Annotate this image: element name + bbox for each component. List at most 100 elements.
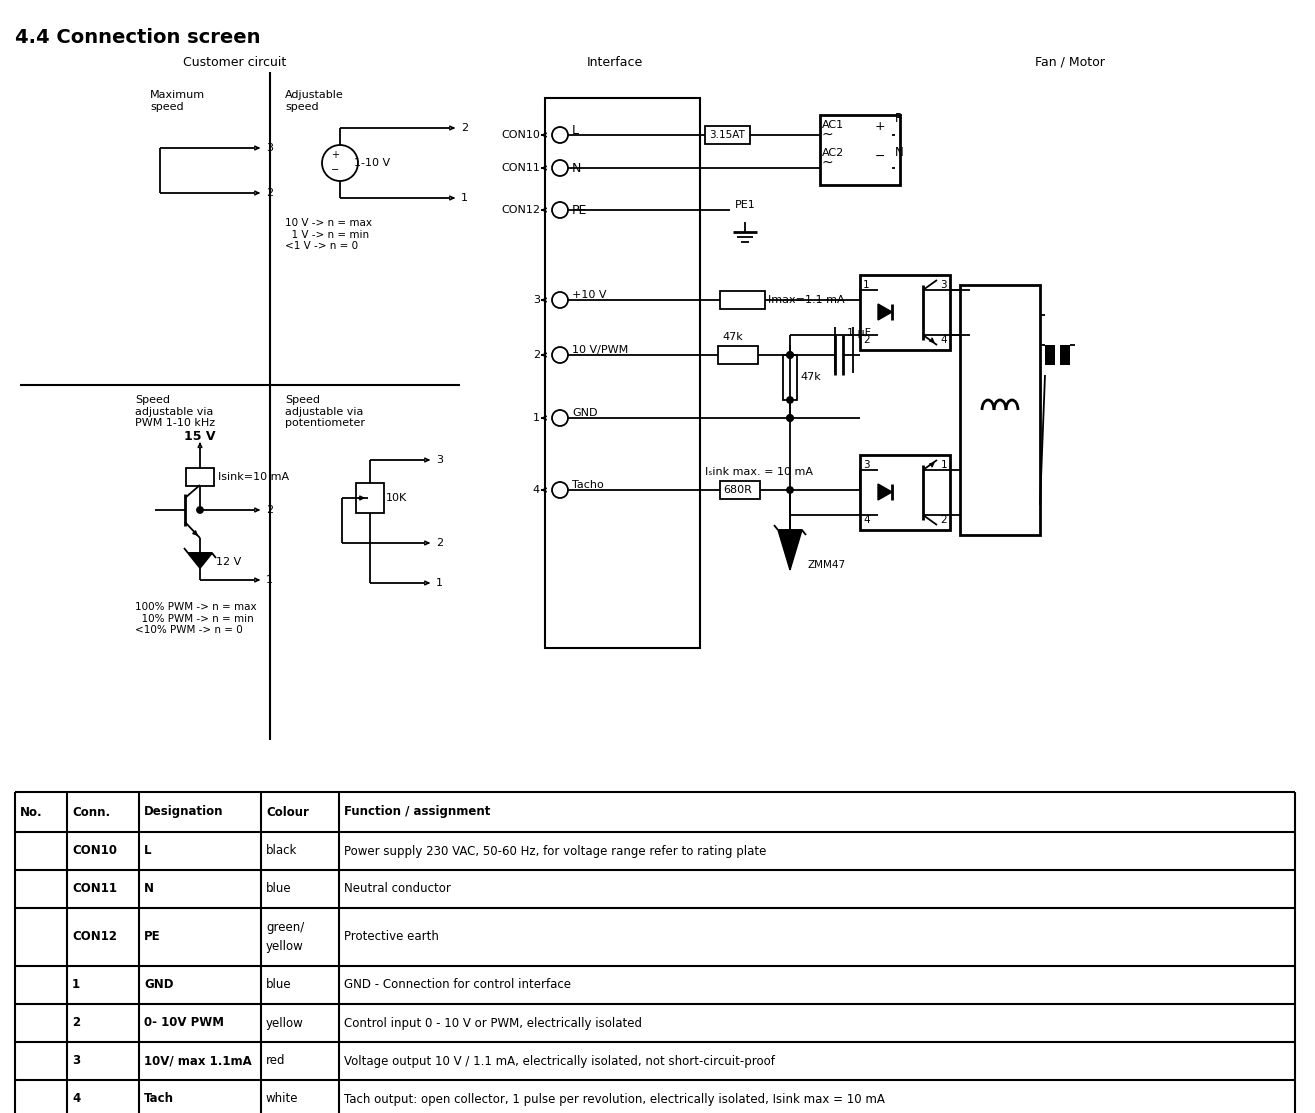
Bar	[721, 290, 765, 309]
Text: Power supply 230 VAC, 50-60 Hz, for voltage range refer to rating plate: Power supply 230 VAC, 50-60 Hz, for volt…	[345, 845, 767, 857]
Circle shape	[786, 415, 793, 421]
Polygon shape	[778, 530, 802, 570]
Text: 680R: 680R	[723, 485, 752, 495]
Circle shape	[552, 347, 568, 363]
Circle shape	[552, 292, 568, 308]
Text: +: +	[874, 120, 885, 132]
Text: 3.15AT: 3.15AT	[709, 130, 744, 140]
Text: yellow: yellow	[266, 940, 304, 954]
Text: Tacho: Tacho	[572, 480, 604, 490]
Bar	[544, 98, 700, 648]
Text: 4: 4	[940, 335, 947, 345]
Bar	[721, 481, 760, 499]
Text: 1: 1	[462, 193, 468, 203]
Bar	[860, 275, 949, 349]
Bar	[185, 467, 214, 486]
Text: N: N	[145, 883, 154, 896]
Text: −: −	[331, 165, 339, 175]
Text: Speed
adjustable via
potentiometer: Speed adjustable via potentiometer	[285, 395, 366, 429]
Text: 2: 2	[863, 335, 869, 345]
Bar	[1045, 345, 1055, 365]
Text: PE: PE	[572, 204, 588, 217]
Bar	[718, 346, 757, 364]
Text: 15 V: 15 V	[184, 431, 216, 443]
Text: 4.4 Connection screen: 4.4 Connection screen	[14, 28, 260, 47]
Text: 2: 2	[462, 124, 468, 132]
Text: red: red	[266, 1054, 285, 1067]
Circle shape	[786, 397, 793, 403]
Text: N: N	[572, 161, 581, 175]
Text: 2: 2	[437, 538, 443, 548]
Text: GND: GND	[572, 408, 597, 418]
Circle shape	[552, 410, 568, 426]
Text: 2: 2	[266, 505, 274, 515]
Text: Designation: Designation	[145, 806, 224, 818]
Text: Function / assignment: Function / assignment	[345, 806, 490, 818]
Text: CON11: CON11	[72, 883, 117, 896]
Text: 1-10 V: 1-10 V	[354, 158, 391, 168]
Bar	[821, 115, 899, 185]
Circle shape	[786, 487, 793, 493]
Polygon shape	[878, 484, 892, 500]
Circle shape	[552, 482, 568, 498]
Circle shape	[786, 352, 793, 358]
Text: ~: ~	[822, 128, 834, 142]
Text: Isink=10 mA: Isink=10 mA	[218, 472, 289, 482]
Circle shape	[786, 415, 793, 421]
Text: Customer circuit: Customer circuit	[183, 56, 287, 69]
Text: 4: 4	[863, 515, 869, 525]
Text: 12 V: 12 V	[216, 556, 241, 567]
Text: 2: 2	[940, 515, 947, 525]
Text: 3: 3	[863, 460, 869, 470]
Text: white: white	[266, 1093, 299, 1105]
Text: Speed
adjustable via
PWM 1-10 kHz: Speed adjustable via PWM 1-10 kHz	[135, 395, 216, 429]
Text: +: +	[331, 150, 339, 160]
Text: ZMM47: ZMM47	[807, 560, 846, 570]
Circle shape	[552, 127, 568, 142]
Text: +10 V: +10 V	[572, 290, 606, 301]
Text: L: L	[572, 124, 579, 137]
Text: L: L	[145, 845, 151, 857]
Text: 3: 3	[533, 295, 540, 305]
Text: Control input 0 - 10 V or PWM, electrically isolated: Control input 0 - 10 V or PWM, electrica…	[345, 1016, 642, 1030]
Text: 1: 1	[266, 575, 274, 585]
Bar	[782, 355, 797, 400]
Circle shape	[552, 160, 568, 176]
Circle shape	[322, 145, 358, 181]
Text: Imax=1.1 mA: Imax=1.1 mA	[768, 295, 844, 305]
Text: Adjustable
speed: Adjustable speed	[285, 90, 343, 111]
Text: 1: 1	[863, 280, 869, 290]
Text: blue: blue	[266, 883, 292, 896]
Polygon shape	[188, 553, 212, 568]
Text: 1 μF: 1 μF	[847, 328, 871, 338]
Circle shape	[197, 508, 203, 513]
Text: GND - Connection for control interface: GND - Connection for control interface	[345, 978, 571, 992]
Circle shape	[552, 201, 568, 218]
Text: black: black	[266, 845, 297, 857]
Text: 2: 2	[533, 349, 540, 359]
Text: 2: 2	[266, 188, 274, 198]
Text: 1: 1	[437, 578, 443, 588]
Text: 4: 4	[533, 485, 540, 495]
Bar	[356, 483, 384, 513]
Text: P: P	[896, 111, 902, 125]
Text: PE1: PE1	[735, 200, 756, 210]
Text: Iₛink max. = 10 mA: Iₛink max. = 10 mA	[705, 467, 813, 477]
Polygon shape	[878, 304, 892, 321]
Text: −: −	[874, 150, 885, 162]
Text: 4: 4	[72, 1093, 80, 1105]
Text: CON12: CON12	[501, 205, 540, 215]
Text: GND: GND	[145, 978, 174, 992]
Text: 10 V -> n = max
  1 V -> n = min
<1 V -> n = 0: 10 V -> n = max 1 V -> n = min <1 V -> n…	[285, 218, 372, 252]
Text: ~: ~	[822, 156, 834, 170]
Text: Voltage output 10 V / 1.1 mA, electrically isolated, not short-circuit-proof: Voltage output 10 V / 1.1 mA, electrical…	[345, 1054, 775, 1067]
Text: 3: 3	[266, 142, 274, 152]
Text: 2: 2	[72, 1016, 80, 1030]
Text: 1: 1	[72, 978, 80, 992]
Text: AC2: AC2	[822, 148, 844, 158]
Text: CON10: CON10	[72, 845, 117, 857]
Text: 3: 3	[940, 280, 947, 290]
Text: Colour: Colour	[266, 806, 309, 818]
Text: 1: 1	[940, 460, 947, 470]
Text: Interface: Interface	[586, 56, 643, 69]
